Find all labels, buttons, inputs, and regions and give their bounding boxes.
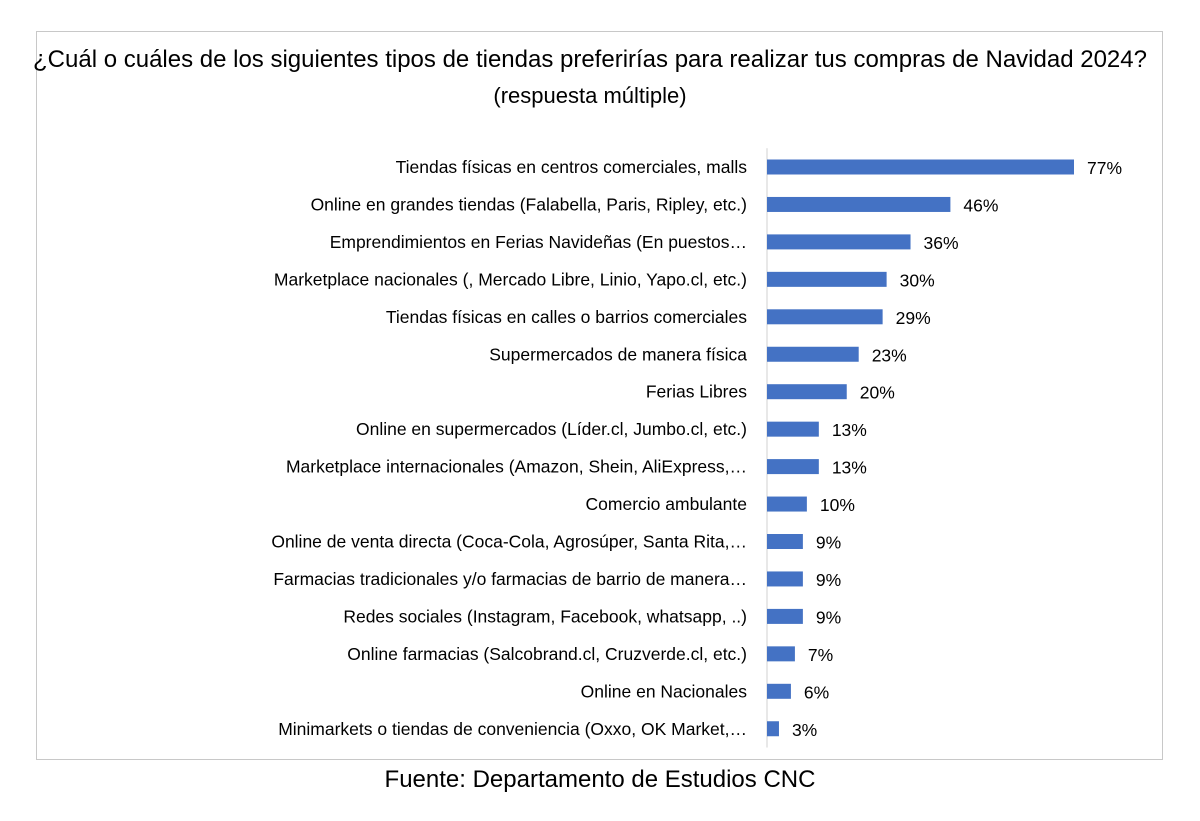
category-label: Online farmacias (Salcobrand.cl, Cruzver… — [347, 644, 747, 664]
data-label: 29% — [896, 308, 931, 328]
data-label: 46% — [963, 195, 998, 215]
bar — [767, 721, 779, 737]
bar — [767, 608, 803, 624]
bar — [767, 421, 819, 437]
bar — [767, 571, 803, 587]
category-label: Marketplace nacionales (, Mercado Libre,… — [274, 269, 747, 289]
data-label: 10% — [820, 495, 855, 515]
bar — [767, 459, 819, 475]
chart-subtitle: (respuesta múltiple) — [493, 83, 687, 108]
data-label: 36% — [924, 233, 959, 253]
bar — [767, 309, 883, 325]
data-label: 30% — [900, 270, 935, 290]
data-label: 9% — [816, 607, 841, 627]
chart-title-block: ¿Cuál o cuáles de los siguientes tipos d… — [0, 42, 1180, 114]
bar — [767, 683, 791, 699]
data-label: 20% — [860, 383, 895, 403]
data-label: 3% — [792, 720, 817, 740]
data-label: 23% — [872, 345, 907, 365]
category-label: Supermercados de manera física — [489, 344, 747, 364]
bar — [767, 234, 911, 250]
bar — [767, 384, 847, 400]
chart-title: ¿Cuál o cuáles de los siguientes tipos d… — [33, 46, 1147, 73]
category-label: Ferias Libres — [646, 382, 747, 402]
bar — [767, 271, 887, 287]
category-label: Emprendimientos en Ferias Navideñas (En … — [330, 232, 747, 252]
category-label: Tiendas físicas en calles o barrios come… — [386, 307, 747, 327]
data-label: 6% — [804, 682, 829, 702]
bar — [767, 534, 803, 549]
bar — [767, 496, 807, 512]
category-label: Comercio ambulante — [586, 494, 747, 514]
bar — [767, 646, 795, 662]
category-label: Marketplace internacionales (Amazon, She… — [286, 457, 747, 477]
data-label: 9% — [816, 533, 841, 553]
data-label: 9% — [816, 570, 841, 590]
category-label: Online en supermercados (Líder.cl, Jumbo… — [356, 419, 747, 439]
source-note: Fuente: Departamento de Estudios CNC — [384, 766, 816, 793]
category-label: Online en grandes tiendas (Falabella, Pa… — [311, 194, 747, 214]
chart-frame — [36, 31, 1163, 760]
bar — [767, 346, 859, 362]
bar — [767, 196, 951, 212]
category-label: Farmacias tradicionales y/o farmacias de… — [273, 569, 747, 589]
data-label: 77% — [1087, 158, 1122, 178]
category-label: Tiendas físicas en centros comerciales, … — [396, 157, 748, 177]
category-label: Minimarkets o tiendas de conveniencia (O… — [278, 719, 747, 739]
data-label: 13% — [832, 420, 867, 440]
data-label: 13% — [832, 458, 867, 478]
category-label: Online en Nacionales — [581, 681, 748, 701]
category-label: Redes sociales (Instagram, Facebook, wha… — [343, 606, 747, 626]
data-label: 7% — [808, 645, 833, 665]
bar — [767, 159, 1074, 175]
category-label: Online de venta directa (Coca-Cola, Agro… — [271, 532, 747, 552]
